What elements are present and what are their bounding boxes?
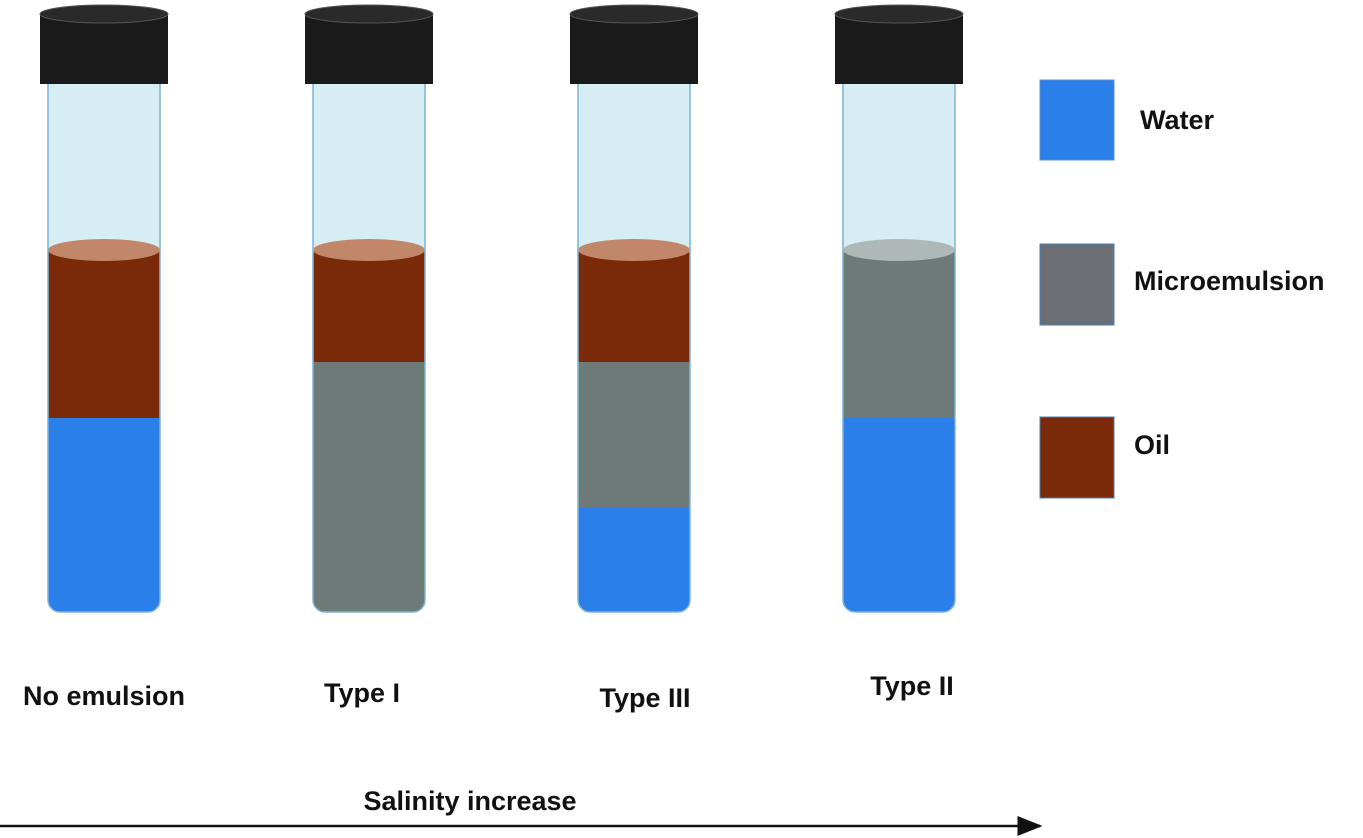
cap [835, 14, 963, 84]
liquid-surface [48, 239, 160, 261]
tube-label: Type II [870, 671, 954, 701]
tube-label: Type I [324, 678, 400, 708]
liquid-layer [843, 418, 955, 612]
tube-contents [313, 60, 425, 612]
cap [570, 14, 698, 84]
liquid-layer [578, 250, 690, 362]
legend: Water Microemulsion Oil [1039, 79, 1325, 499]
cap [40, 14, 168, 84]
tubes [39, 4, 964, 613]
tube [834, 4, 964, 613]
liquid-layer [313, 362, 425, 612]
tube [39, 4, 169, 613]
cap-top [39, 4, 169, 24]
cap-top [834, 4, 964, 24]
cap [305, 14, 433, 84]
arrow-label: Salinity increase [363, 786, 576, 816]
liquid-surface [843, 239, 955, 261]
legend-label: Oil [1134, 430, 1170, 460]
tube-label: No emulsion [23, 681, 185, 711]
liquid-layer [843, 250, 955, 418]
tube-contents [578, 60, 690, 612]
tube [304, 4, 434, 613]
legend-swatch [1039, 79, 1115, 161]
liquid-surface [313, 239, 425, 261]
tube-contents [843, 60, 955, 612]
legend-label: Water [1140, 105, 1215, 135]
liquid-layer [578, 508, 690, 612]
liquid-surface [578, 239, 690, 261]
legend-swatch [1039, 243, 1115, 326]
tube-label: Type III [599, 683, 690, 713]
legend-label: Microemulsion [1134, 266, 1325, 296]
cap-top [569, 4, 699, 24]
cap-top [304, 4, 434, 24]
liquid-layer [313, 250, 425, 362]
legend-swatch [1039, 416, 1115, 499]
liquid-layer [48, 418, 160, 612]
liquid-layer [578, 362, 690, 508]
tube-contents [48, 60, 160, 612]
tube [569, 4, 699, 613]
liquid-layer [48, 250, 160, 418]
